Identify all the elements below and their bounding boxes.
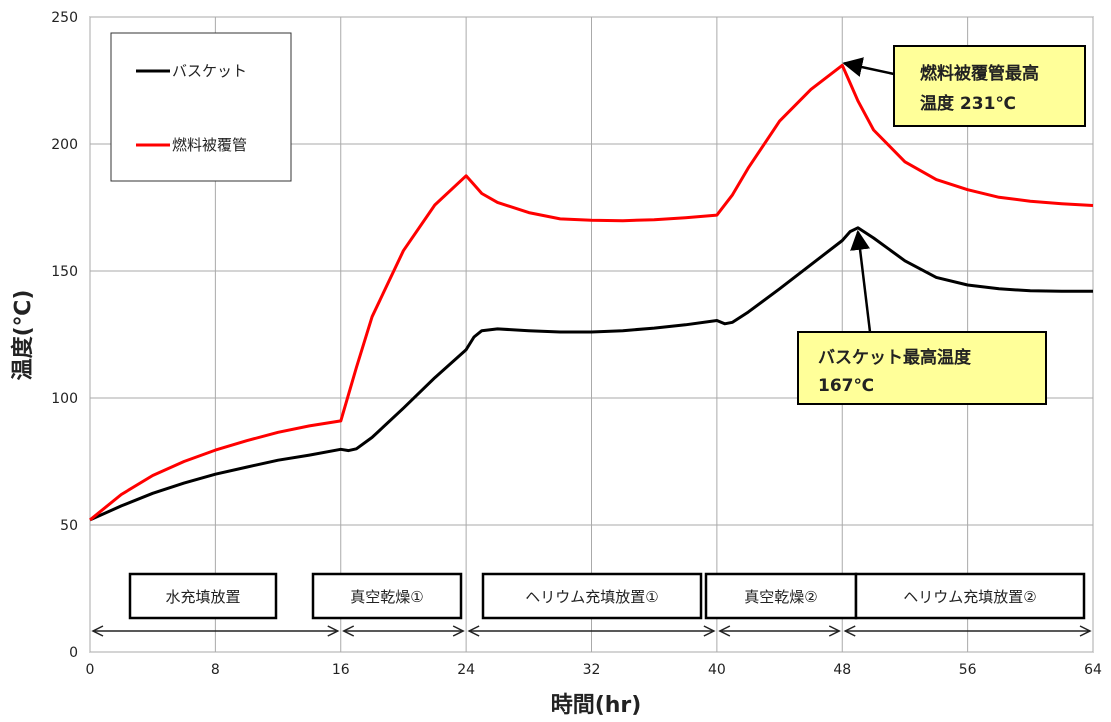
series-line (89, 226, 1093, 522)
phase-arrow-head-left (467, 625, 480, 637)
callout-box (797, 331, 1047, 405)
phase-arrow-head-right (1079, 625, 1092, 637)
phase-label: 水充填放置 (165, 588, 240, 606)
phase-label: ヘリウム充填放置① (525, 588, 658, 606)
x-tick-label: 64 (1084, 662, 1102, 678)
y-tick-label: 150 (51, 264, 78, 280)
callout-box (893, 45, 1086, 127)
phase-label: 真空乾燥① (350, 588, 423, 606)
phase-arrow-head-left (342, 625, 355, 637)
phase-arrow-head-left (843, 625, 856, 637)
legend-box (110, 32, 292, 182)
y-tick-label: 0 (69, 645, 78, 661)
x-tick-label: 48 (833, 662, 851, 678)
x-tick-label: 8 (211, 662, 220, 678)
phase-bands: 水充填放置 真空乾燥① ヘリウム充填放置① 真空乾燥② ヘリウム充填放置② (91, 572, 1092, 637)
phase-label: ヘリウム充填放置② (903, 588, 1036, 606)
y-axis-title: 温度(℃) (10, 290, 36, 381)
phase-arrow-head-left (91, 625, 104, 637)
x-tick-label: 0 (86, 662, 95, 678)
phase-arrow-head-right (703, 625, 716, 637)
phase-box (311, 572, 463, 620)
phase-box (128, 572, 278, 620)
callout-label: 167℃ (818, 376, 874, 396)
x-tick-label: 16 (332, 662, 350, 678)
callout-arrow (850, 229, 872, 333)
y-tick-label: 200 (51, 137, 78, 153)
y-tick-label: 50 (60, 518, 78, 534)
phase-box (854, 572, 1086, 620)
x-tick-label: 56 (959, 662, 977, 678)
legend-label: バスケット (172, 62, 247, 80)
phase-label: 真空乾燥② (744, 588, 817, 606)
phase-arrow-head-right (327, 625, 340, 637)
y-tick-label: 100 (51, 391, 78, 407)
phase-box (704, 572, 858, 620)
phase-box (481, 572, 703, 620)
callout-label: 燃料被覆管最高 (920, 63, 1039, 84)
y-tick-label: 250 (51, 10, 78, 26)
phase-arrow-head-right (452, 625, 465, 637)
series-lines (89, 63, 1094, 522)
phase-arrow-head-right (828, 625, 841, 637)
callout-arrow (842, 57, 895, 77)
x-tick-label: 32 (583, 662, 601, 678)
x-tick-label: 24 (457, 662, 475, 678)
tick-labels: 0 8 16 24 32 40 48 56 64 0 50 100 150 200 250 (51, 10, 1102, 678)
x-axis-title: 時間(hr) (551, 693, 642, 718)
callout-label: 温度 231℃ (920, 93, 1016, 114)
callout-label: バスケット最高温度 (818, 347, 972, 368)
legend-label: 燃料被覆管 (172, 136, 247, 154)
series-line (89, 63, 1094, 522)
phase-arrow-head-left (718, 625, 731, 637)
x-tick-label: 40 (708, 662, 726, 678)
